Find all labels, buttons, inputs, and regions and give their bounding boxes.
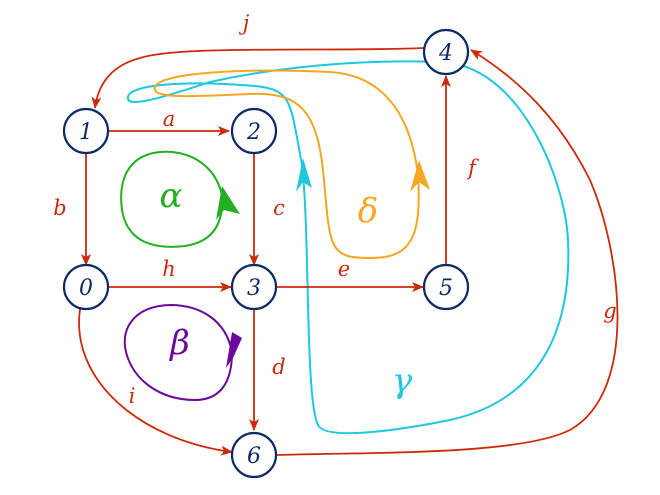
node-0-label: 0 (79, 276, 93, 301)
node-3: 3 (230, 263, 278, 311)
cycle-gamma (126, 60, 570, 435)
node-4-label: 4 (438, 41, 453, 66)
label-edge-c: c (273, 196, 285, 220)
beta-arrowhead (226, 332, 242, 368)
label-edge-a: a (163, 107, 176, 131)
label-edge-g: g (603, 299, 616, 323)
node-2-label: 2 (246, 120, 261, 145)
nodes: 1 2 0 3 4 5 6 (62, 28, 470, 479)
node-5: 5 (422, 263, 470, 311)
label-edge-e: e (338, 257, 350, 281)
cycle-labels: α β γ δ (160, 176, 413, 401)
label-edge-d: d (272, 355, 285, 379)
node-0: 0 (62, 263, 110, 311)
cycle-alpha (120, 150, 240, 248)
node-3-label: 3 (247, 276, 261, 301)
label-beta: β (168, 323, 190, 363)
node-1: 1 (62, 107, 110, 155)
label-edge-h: h (162, 257, 176, 281)
label-edge-j: j (239, 11, 250, 35)
label-alpha: α (160, 176, 183, 216)
edge-g (275, 49, 619, 456)
delta-arrowhead (410, 160, 430, 192)
label-gamma: γ (392, 361, 413, 401)
node-2: 2 (230, 107, 278, 155)
label-edge-f: f (466, 156, 479, 180)
label-delta: δ (358, 191, 378, 231)
node-6-label: 6 (247, 444, 261, 469)
edges (78, 47, 619, 456)
edge-labels: a b c h e d f i j g (53, 11, 616, 408)
node-4: 4 (422, 28, 470, 76)
node-5-label: 5 (439, 276, 453, 301)
alpha-arrowhead (216, 186, 240, 220)
label-edge-b: b (53, 196, 66, 220)
label-edge-i: i (129, 384, 136, 408)
edge-i (78, 308, 233, 456)
gamma-arrowhead (296, 158, 312, 192)
cycle-beta (123, 303, 242, 402)
edge-j (91, 47, 425, 109)
node-1-label: 1 (79, 120, 93, 145)
node-6: 6 (230, 431, 278, 479)
cycle-delta (153, 69, 430, 260)
